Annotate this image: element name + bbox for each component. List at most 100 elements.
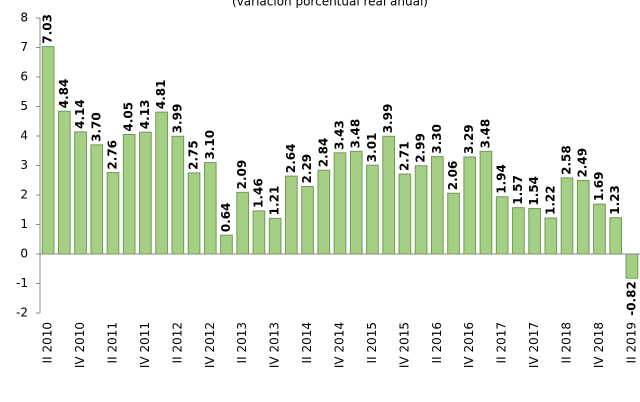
value-label: 3.43 [333, 120, 347, 150]
value-label: 7.03 [41, 14, 55, 44]
bar [74, 131, 87, 255]
value-label: 1.57 [511, 175, 525, 205]
x-tick-label: II 2013 [235, 322, 249, 363]
x-tick-label: IV 2012 [203, 322, 217, 368]
bar [609, 217, 623, 255]
bar [463, 156, 477, 255]
x-tick-label: IV 2018 [592, 322, 606, 368]
x-tick-label: IV 2010 [73, 322, 87, 368]
x-tick-label: II 2010 [41, 322, 55, 363]
bar [171, 135, 185, 255]
value-label: 2.58 [560, 145, 574, 175]
bar [301, 185, 314, 255]
value-label: 1.46 [251, 178, 265, 208]
x-tick-label: II 2012 [170, 322, 184, 363]
bar [268, 217, 282, 255]
bar [285, 175, 298, 255]
bar [252, 210, 266, 255]
x-tick-label: II 2011 [105, 322, 119, 363]
bar [414, 165, 428, 255]
bar [236, 191, 250, 255]
value-label: 2.75 [187, 140, 201, 170]
value-label: 1.94 [495, 164, 509, 194]
x-tick-label: II 2018 [560, 322, 574, 363]
value-label: 2.49 [576, 148, 590, 178]
value-label: 4.84 [57, 79, 71, 109]
value-label: 2.76 [105, 140, 119, 170]
bar [398, 173, 412, 255]
x-tick-label: II 2019 [624, 322, 638, 363]
value-label: 3.48 [478, 119, 492, 149]
chart-title: (variación porcentual real anual) [232, 0, 428, 9]
value-label: 2.29 [300, 154, 314, 184]
value-label: 2.06 [446, 161, 460, 191]
x-tick-label: II 2016 [430, 322, 444, 363]
bar [155, 111, 168, 255]
x-tick-label: II 2017 [495, 322, 509, 363]
x-tick-label: IV 2015 [397, 322, 411, 368]
value-label: 2.09 [235, 160, 249, 190]
bar [90, 144, 104, 255]
bar [625, 253, 639, 279]
y-tick-label: 4 [20, 129, 28, 143]
bar [187, 172, 201, 255]
value-label: 1.23 [608, 185, 622, 215]
bar [220, 234, 233, 255]
y-tick-label: -2 [16, 306, 28, 320]
bar [430, 156, 444, 255]
value-label: 3.29 [462, 124, 476, 154]
x-tick-label: IV 2016 [462, 322, 476, 368]
value-label: 3.48 [349, 119, 363, 149]
x-tick-label: IV 2011 [138, 322, 152, 368]
value-label: 3.10 [203, 130, 217, 160]
value-label: 2.71 [397, 141, 411, 171]
value-label: 2.64 [284, 144, 298, 174]
value-label: 1.54 [527, 176, 541, 206]
bar [447, 192, 460, 255]
value-label: 3.99 [170, 104, 184, 134]
value-label: 3.01 [365, 133, 379, 163]
bar [57, 110, 71, 255]
bar [41, 46, 55, 255]
bar [528, 208, 541, 255]
y-tick-label: 7 [20, 40, 28, 54]
value-label: 3.30 [430, 124, 444, 154]
value-label: 2.84 [316, 138, 330, 168]
y-tick-label: 3 [20, 158, 28, 172]
bar [382, 135, 395, 255]
x-tick-label: II 2014 [300, 322, 314, 363]
bar [560, 177, 574, 255]
bar [122, 134, 136, 255]
bar [495, 196, 509, 255]
value-label: -0.82 [624, 281, 638, 316]
bar [479, 150, 493, 255]
bar [139, 131, 152, 255]
y-tick-label: -1 [16, 276, 28, 290]
value-label: 2.99 [414, 133, 428, 163]
y-tick-label: 5 [20, 99, 28, 113]
y-tick-label: 0 [20, 247, 28, 261]
bar [317, 169, 331, 255]
bar [576, 180, 590, 255]
value-label: 4.05 [122, 102, 136, 132]
value-label: 3.70 [89, 112, 103, 142]
bar [203, 162, 217, 255]
value-label: 4.13 [138, 100, 152, 130]
bar [544, 217, 558, 255]
value-label: 3.99 [381, 104, 395, 134]
x-tick-label: IV 2017 [527, 322, 541, 368]
value-label: 1.22 [543, 185, 557, 215]
value-label: 0.64 [219, 203, 233, 233]
value-label: 1.21 [268, 186, 282, 216]
y-tick-label: 6 [20, 70, 28, 84]
y-tick-label: 2 [20, 188, 28, 202]
x-tick-label: IV 2013 [268, 322, 282, 368]
bar [366, 164, 379, 255]
bar [106, 172, 120, 255]
x-tick-label: IV 2014 [333, 322, 347, 368]
bar [333, 152, 347, 255]
y-tick-label: 1 [20, 217, 28, 231]
value-label: 4.81 [154, 79, 168, 109]
value-label: 4.14 [73, 99, 87, 129]
